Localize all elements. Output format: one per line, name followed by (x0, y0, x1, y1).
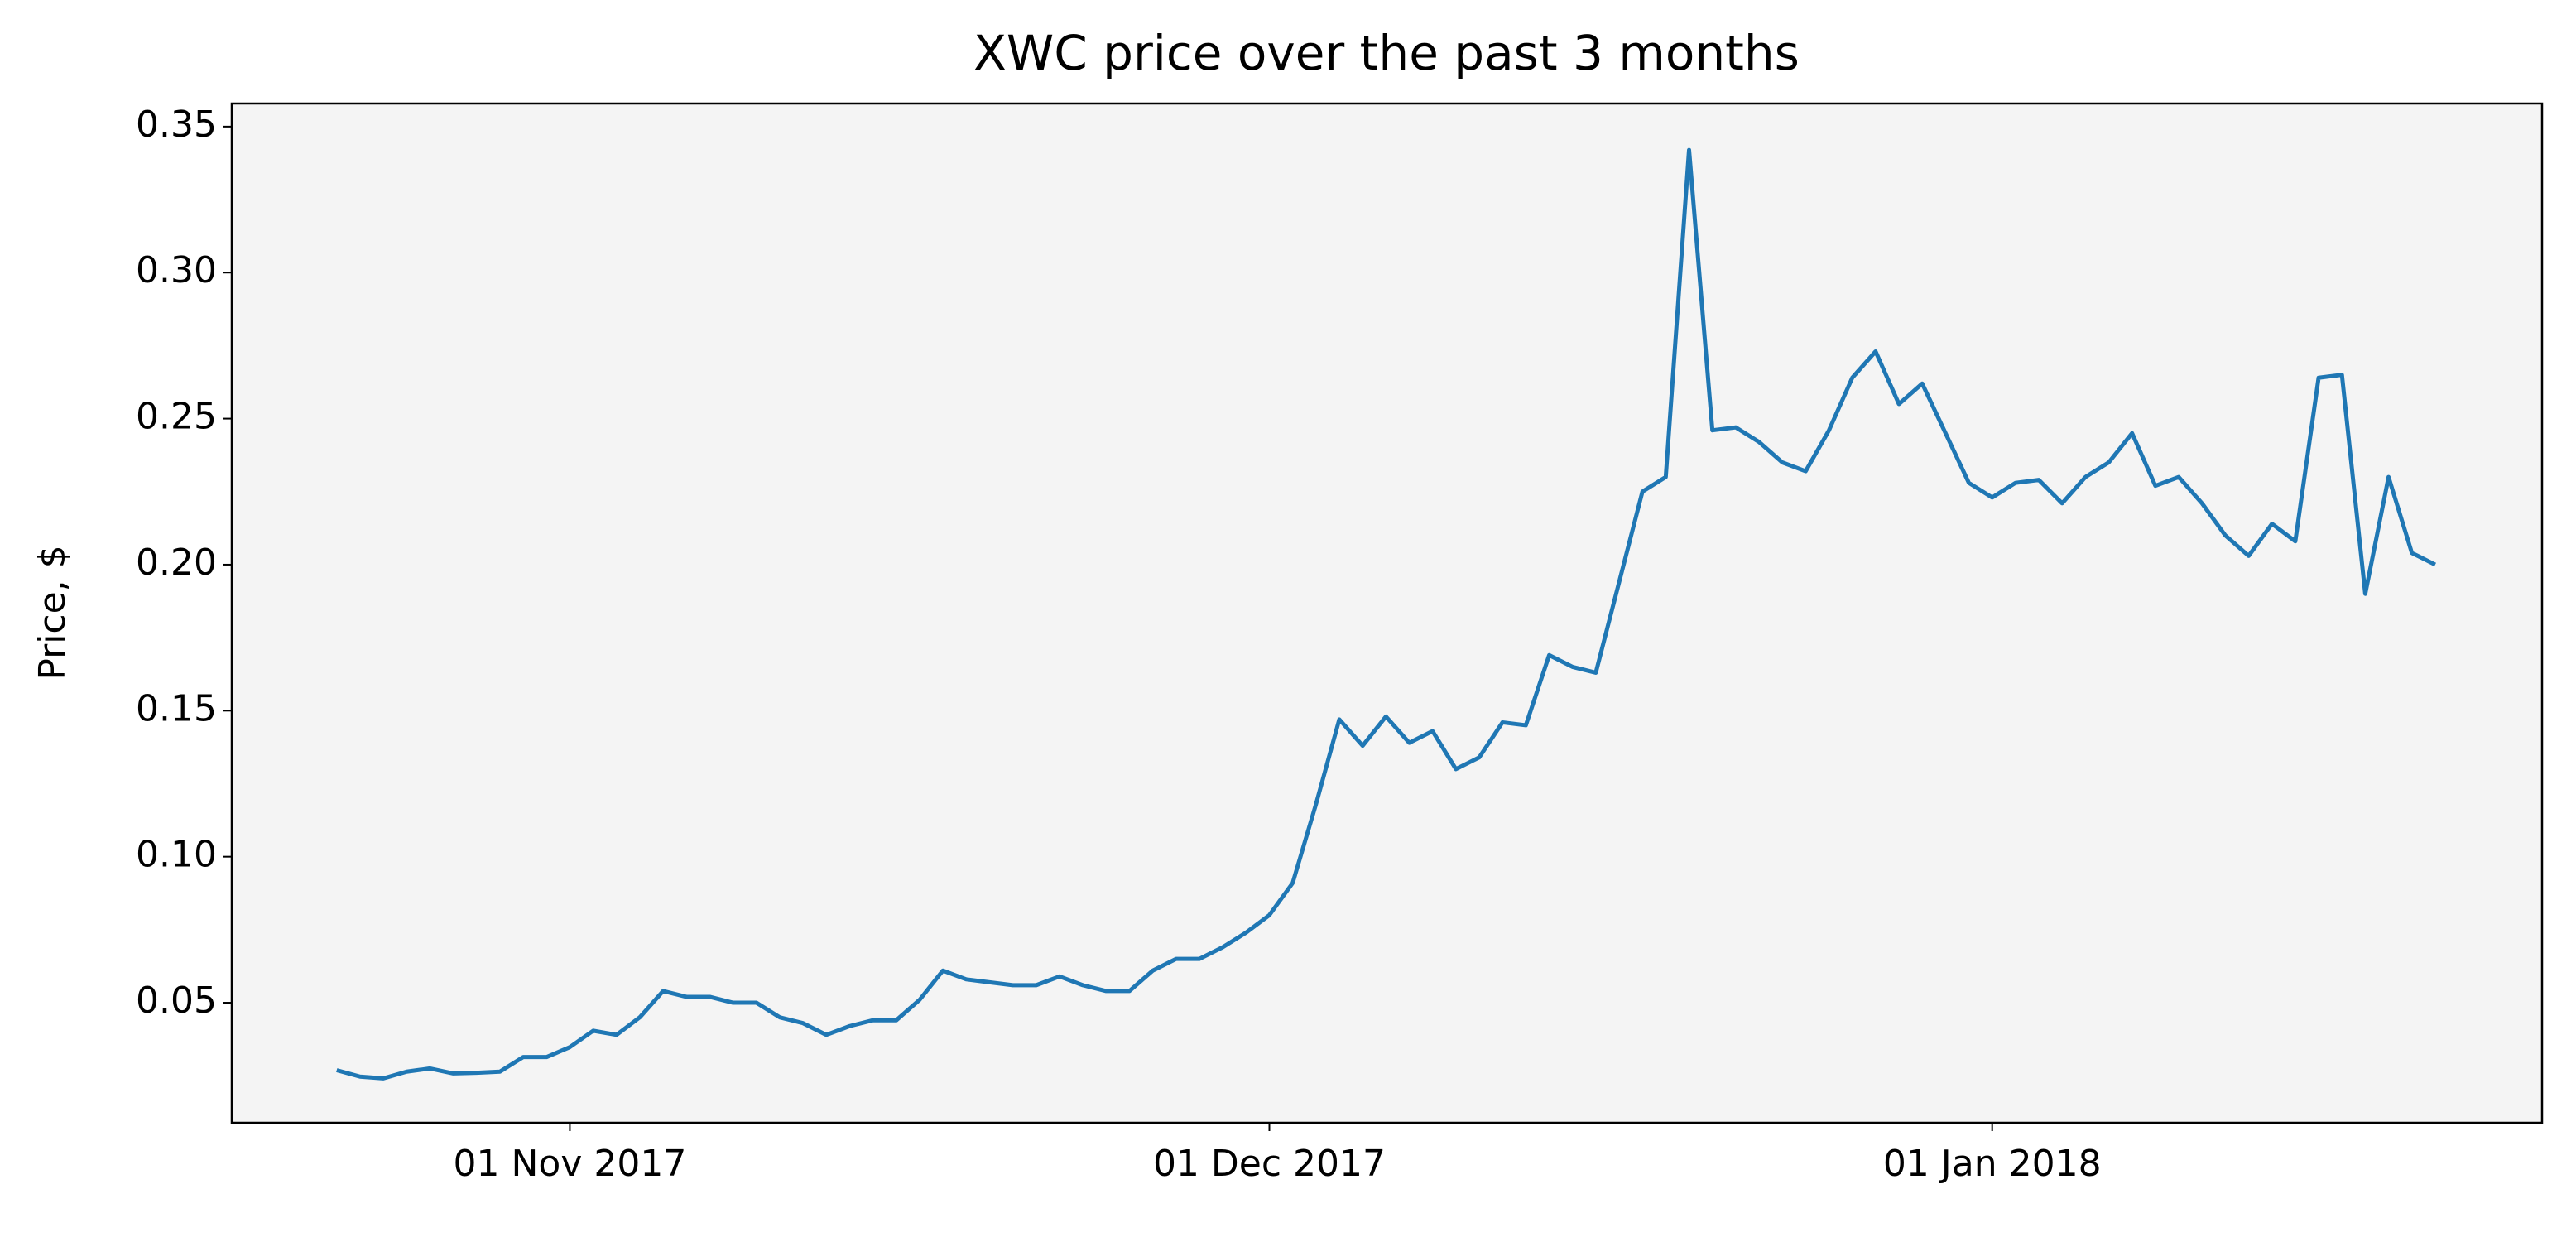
y-tick-label: 0.10 (136, 834, 217, 876)
chart-title: XWC price over the past 3 months (973, 25, 1800, 81)
x-tick-label: 01 Nov 2017 (454, 1143, 687, 1185)
y-axis-label: Price, $ (31, 545, 74, 680)
y-tick-label: 0.30 (136, 249, 217, 291)
y-tick-label: 0.20 (136, 541, 217, 584)
y-tick-label: 0.05 (136, 979, 217, 1022)
y-tick-label: 0.25 (136, 396, 217, 438)
plot-frame (230, 102, 2544, 1124)
price-line (336, 147, 2437, 1081)
y-tick-label: 0.35 (136, 103, 217, 146)
x-tick-label: 01 Jan 2018 (1883, 1143, 2102, 1185)
y-tick-label: 0.15 (136, 687, 217, 729)
x-tick-label: 01 Dec 2017 (1153, 1143, 1386, 1185)
plot-background (232, 103, 2542, 1123)
